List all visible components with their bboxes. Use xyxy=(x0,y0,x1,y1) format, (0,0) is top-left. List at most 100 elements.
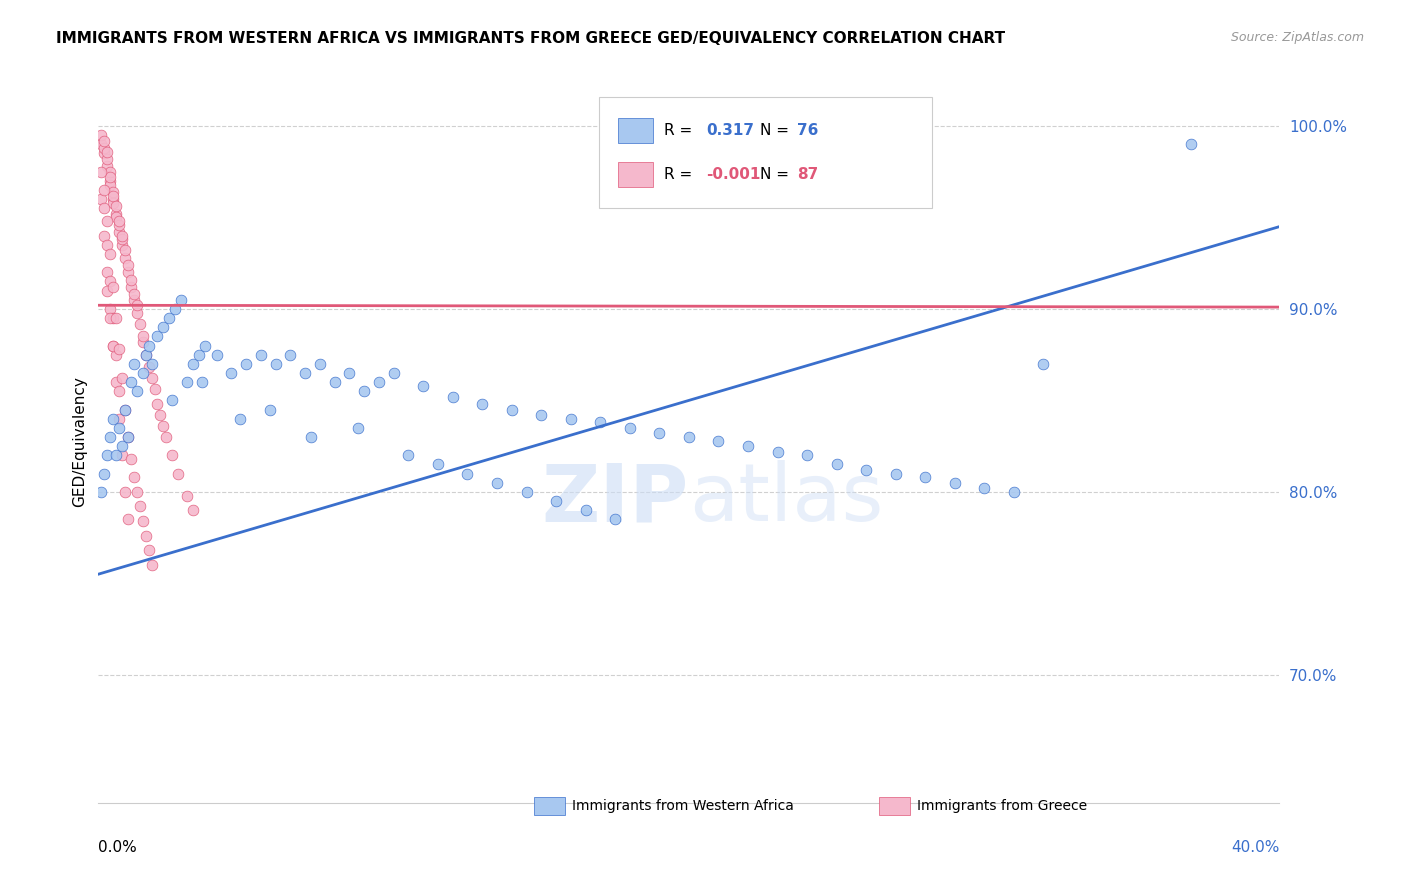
Point xyxy=(111,439,134,453)
Point xyxy=(181,357,204,371)
Point xyxy=(516,484,538,499)
Point xyxy=(103,280,125,294)
Point xyxy=(111,238,134,252)
Point xyxy=(111,228,134,243)
Point xyxy=(108,225,131,239)
Point xyxy=(138,543,160,558)
Point xyxy=(294,366,316,380)
Point xyxy=(125,484,148,499)
Point xyxy=(766,444,789,458)
Point xyxy=(855,463,877,477)
Point xyxy=(1002,484,1025,499)
Point xyxy=(501,402,523,417)
Point xyxy=(132,514,155,528)
Point xyxy=(117,430,139,444)
Point xyxy=(98,275,121,289)
Text: -0.001: -0.001 xyxy=(706,168,761,182)
Point xyxy=(111,371,134,385)
Text: 0.0%: 0.0% xyxy=(98,840,138,855)
Point xyxy=(105,375,128,389)
Point xyxy=(530,408,553,422)
Point xyxy=(486,475,509,490)
Point xyxy=(105,311,128,326)
Point xyxy=(98,247,121,261)
Point xyxy=(105,348,128,362)
Point xyxy=(120,273,142,287)
Point xyxy=(108,411,131,425)
Point xyxy=(114,484,136,499)
Point xyxy=(135,529,157,543)
Point xyxy=(117,265,139,279)
Point xyxy=(90,484,112,499)
Point xyxy=(678,430,700,444)
Point xyxy=(309,357,332,371)
Point xyxy=(914,470,936,484)
Point xyxy=(122,287,145,301)
Point xyxy=(120,375,142,389)
Point xyxy=(353,384,375,399)
Point xyxy=(103,338,125,352)
Point xyxy=(280,348,302,362)
Point xyxy=(122,293,145,307)
Point xyxy=(122,470,145,484)
Point xyxy=(143,383,166,397)
Point xyxy=(1032,357,1054,371)
Point xyxy=(347,421,370,435)
Point xyxy=(93,228,115,243)
Point xyxy=(103,188,125,202)
Text: Immigrants from Western Africa: Immigrants from Western Africa xyxy=(572,799,794,814)
Point xyxy=(105,448,128,462)
Point xyxy=(299,430,322,444)
Point xyxy=(560,411,582,425)
Point xyxy=(382,366,405,380)
Point xyxy=(323,375,346,389)
Point xyxy=(141,357,163,371)
Point xyxy=(187,348,209,362)
Point xyxy=(98,170,121,185)
Point xyxy=(108,384,131,399)
Point xyxy=(103,185,125,199)
Point xyxy=(152,320,174,334)
Point xyxy=(796,448,818,462)
Point xyxy=(1180,137,1202,152)
Point xyxy=(117,430,139,444)
Point xyxy=(162,448,183,462)
Point xyxy=(117,258,139,272)
Point xyxy=(108,421,131,435)
Point xyxy=(132,329,155,343)
Point xyxy=(98,430,121,444)
Text: atlas: atlas xyxy=(689,460,883,539)
Point xyxy=(125,305,148,319)
Point xyxy=(194,338,217,352)
Point xyxy=(157,311,180,326)
Point xyxy=(167,467,190,481)
Point xyxy=(96,284,118,298)
Point xyxy=(152,419,174,434)
Point xyxy=(457,467,479,481)
Point xyxy=(138,360,160,375)
Point xyxy=(737,439,759,453)
Text: ZIP: ZIP xyxy=(541,460,689,539)
Point xyxy=(221,366,243,380)
Point xyxy=(105,199,128,213)
Point xyxy=(103,338,125,352)
Text: 87: 87 xyxy=(797,168,818,182)
Point xyxy=(96,214,118,228)
Point xyxy=(149,408,172,422)
Point xyxy=(575,503,598,517)
Point xyxy=(108,214,131,228)
Point xyxy=(90,165,112,179)
Point xyxy=(93,146,115,161)
Point xyxy=(128,317,150,331)
Point xyxy=(120,280,142,294)
Point xyxy=(259,402,281,417)
Point xyxy=(93,467,115,481)
Point xyxy=(90,128,112,143)
Point xyxy=(96,448,118,462)
Point xyxy=(155,430,177,444)
Point xyxy=(170,293,193,307)
Point xyxy=(205,348,228,362)
Point xyxy=(181,503,204,517)
Text: 76: 76 xyxy=(797,123,818,137)
Point xyxy=(114,402,136,417)
